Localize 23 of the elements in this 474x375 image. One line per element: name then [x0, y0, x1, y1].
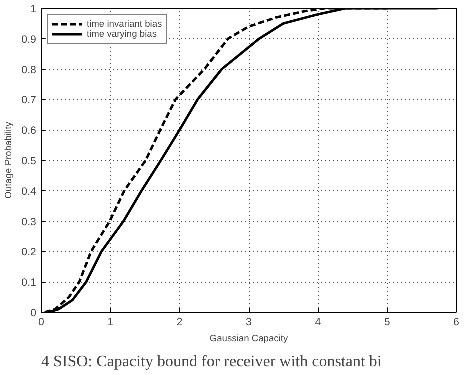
y-tick-label: 0.3	[22, 216, 37, 228]
y-tick-label: 0.8	[22, 64, 37, 76]
y-axis-title: Outage Probability	[4, 122, 14, 199]
y-tick-label: 0.9	[22, 34, 37, 46]
x-tick-label: 3	[246, 316, 252, 328]
y-tick-label: 1	[30, 4, 37, 16]
y-tick-label: 0.2	[22, 246, 37, 259]
y-tick-label: 0	[30, 308, 37, 320]
y-tick-label: 0.6	[22, 125, 37, 138]
x-tick-label: 6	[454, 316, 460, 328]
x-tick-label: 2	[176, 316, 183, 328]
x-tick-label: 5	[384, 316, 390, 328]
x-tick-label: 1	[108, 316, 114, 328]
x-tick-label: 4	[315, 316, 322, 328]
legend-label: time varying bias	[87, 29, 157, 39]
y-tick-label: 0.1	[22, 277, 37, 290]
x-tick-label: 0	[38, 316, 45, 328]
y-tick-label: 0.5	[22, 156, 37, 168]
text: 4 SISO: Capacity bound for receiver with constant bi	[42, 354, 382, 370]
legend-label: time invariant bias	[87, 19, 162, 29]
x-axis-title: Gaussian Capacity	[210, 334, 288, 344]
y-tick-label: 0.7	[22, 94, 37, 107]
y-tick-label: 0.4	[22, 186, 37, 198]
